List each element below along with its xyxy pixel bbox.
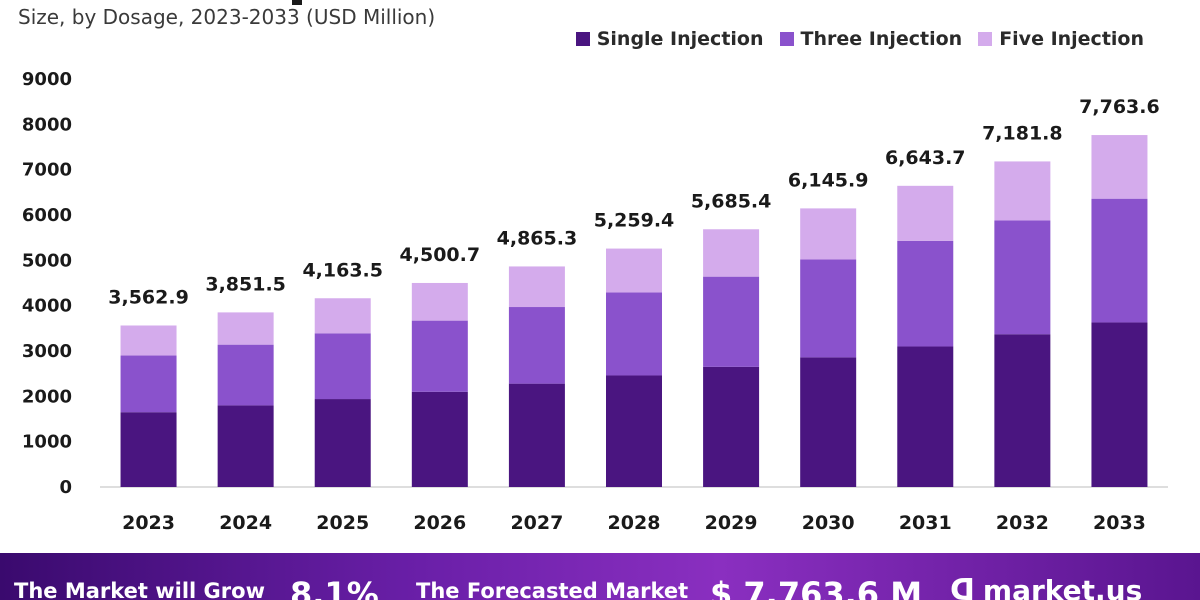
bar-segment-three-injection (508, 307, 565, 384)
bar-segment-five-injection (314, 298, 371, 334)
x-tick-label: 2027 (510, 512, 563, 534)
bar-segment-three-injection (606, 292, 662, 376)
footer-logo[interactable]: ᗡ market.us (950, 573, 1142, 600)
footer-banner: The Market will Grow 8.1% The Forecasted… (0, 553, 1200, 600)
legend-item-three-injection: Three Injection (779, 28, 963, 50)
y-tick-label: 2000 (22, 386, 72, 407)
legend-label: Five Injection (999, 28, 1144, 50)
footer-grow-text: The Market will Grow (14, 579, 265, 600)
y-tick-label: 9000 (22, 69, 72, 90)
y-tick-label: 8000 (22, 114, 72, 135)
y-tick-label: 7000 (22, 160, 72, 181)
x-tick-label: 2023 (122, 512, 175, 534)
bar-total-label: 4,163.5 (302, 259, 383, 281)
legend-item-five-injection: Five Injection (978, 28, 1144, 50)
y-tick-label: 6000 (22, 205, 72, 226)
bar-segment-single-injection (217, 405, 274, 487)
bar-segment-three-injection (1091, 198, 1148, 323)
market-us-logo-icon: ᗡ (950, 573, 975, 600)
bar-total-label: 3,562.9 (108, 286, 189, 308)
x-tick-label: 2032 (996, 512, 1049, 534)
x-tick-label: 2024 (219, 512, 272, 534)
bar-total-label: 4,500.7 (400, 244, 481, 266)
bar-segment-five-injection (800, 208, 857, 260)
bar-segment-three-injection (217, 344, 274, 406)
legend-item-single-injection: Single Injection (575, 28, 764, 50)
y-tick-label: 5000 (22, 250, 72, 271)
bar-segment-five-injection (1091, 135, 1148, 199)
bar-total-label: 5,685.4 (691, 190, 772, 212)
legend-label: Single Injection (596, 28, 764, 50)
bar-total-label: 3,851.5 (205, 273, 286, 295)
legend-swatch (779, 32, 794, 46)
bar-segment-single-injection (606, 375, 662, 487)
y-tick-label: 0 (59, 477, 72, 498)
bar-segment-single-injection (897, 346, 954, 487)
bar-segment-single-injection (508, 383, 565, 487)
bar-segment-single-injection (314, 399, 371, 487)
x-tick-label: 2028 (608, 512, 661, 534)
bar-total-label: 5,259.4 (594, 210, 675, 232)
legend-label: Three Injection (800, 28, 963, 50)
x-tick-label: 2031 (899, 512, 952, 534)
bar-total-label: 6,643.7 (885, 147, 966, 169)
legend-swatch (575, 32, 590, 46)
bar-segment-five-injection (411, 282, 468, 321)
footer-value: $ 7,763.6 M (710, 575, 923, 600)
bar-segment-single-injection (703, 366, 760, 487)
x-tick-label: 2033 (1093, 512, 1146, 534)
bar-total-label: 7,181.8 (982, 122, 1063, 144)
x-tick-label: 2026 (413, 512, 466, 534)
bar-segment-five-injection (508, 266, 565, 308)
bar-segment-three-injection (800, 259, 857, 358)
bar-segment-three-injection (703, 276, 760, 367)
y-tick-label: 1000 (22, 432, 72, 453)
x-tick-label: 2030 (802, 512, 855, 534)
y-tick-label: 3000 (22, 341, 72, 362)
y-tick-label: 4000 (22, 296, 72, 317)
bar-segment-three-injection (314, 333, 371, 400)
x-tick-label: 2025 (316, 512, 369, 534)
chart-title-fragment (292, 0, 302, 5)
bar-total-label: 4,865.3 (497, 227, 578, 249)
x-tick-label: 2029 (705, 512, 758, 534)
bar-total-label: 6,145.9 (788, 169, 869, 191)
logo-text: market.us (982, 574, 1143, 600)
bar-segment-single-injection (120, 412, 177, 487)
bar-segment-single-injection (411, 391, 468, 487)
bar-segment-single-injection (994, 334, 1051, 487)
bar-segment-five-injection (994, 161, 1051, 221)
bar-segment-single-injection (1091, 322, 1148, 487)
bar-segment-five-injection (703, 229, 760, 277)
chart-subtitle: Size, by Dosage, 2023-2033 (USD Million) (18, 5, 436, 29)
bar-segment-three-injection (897, 240, 954, 347)
bar-total-label: 7,763.6 (1079, 96, 1160, 118)
bar-segment-single-injection (800, 357, 857, 487)
bar-segment-three-injection (411, 320, 468, 392)
chart-legend: Single Injection Three Injection Five In… (575, 28, 1144, 50)
bar-segment-five-injection (606, 248, 662, 293)
footer-cagr: 8.1% (290, 575, 379, 600)
stacked-bar-chart: 0 1000 2000 3000 4000 5000 6000 7000 8000 9000 3,5… (22, 69, 1168, 534)
bar-segment-five-injection (897, 185, 954, 241)
bar-segment-three-injection (120, 355, 177, 413)
bar-segment-five-injection (120, 325, 177, 356)
bar-segment-five-injection (217, 312, 274, 345)
footer-forecast-text: The Forecasted Market (416, 579, 689, 600)
bar-segment-three-injection (994, 220, 1051, 335)
legend-swatch (978, 32, 993, 46)
